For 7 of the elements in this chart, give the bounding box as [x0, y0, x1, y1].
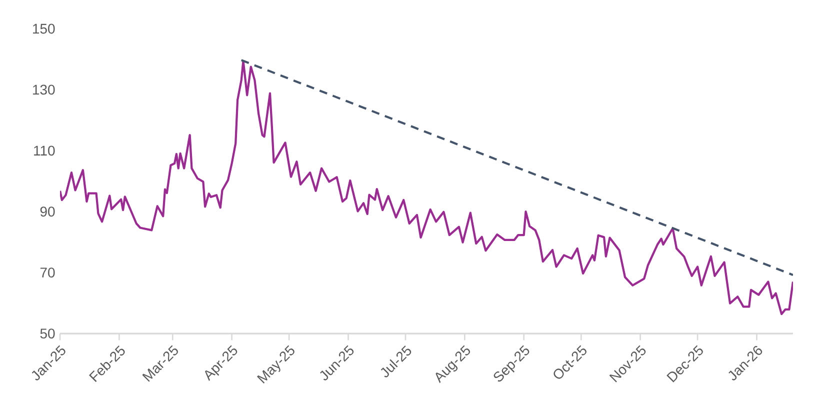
y-tick-label: 70 — [40, 268, 55, 278]
y-tick-label: 150 — [33, 24, 55, 34]
y-tick-label: 110 — [34, 146, 55, 156]
y-tick-label: 50 — [40, 328, 55, 338]
line-series — [60, 60, 793, 316]
y-tick-label: 90 — [40, 206, 55, 217]
y-tick-label: 130 — [33, 84, 55, 95]
